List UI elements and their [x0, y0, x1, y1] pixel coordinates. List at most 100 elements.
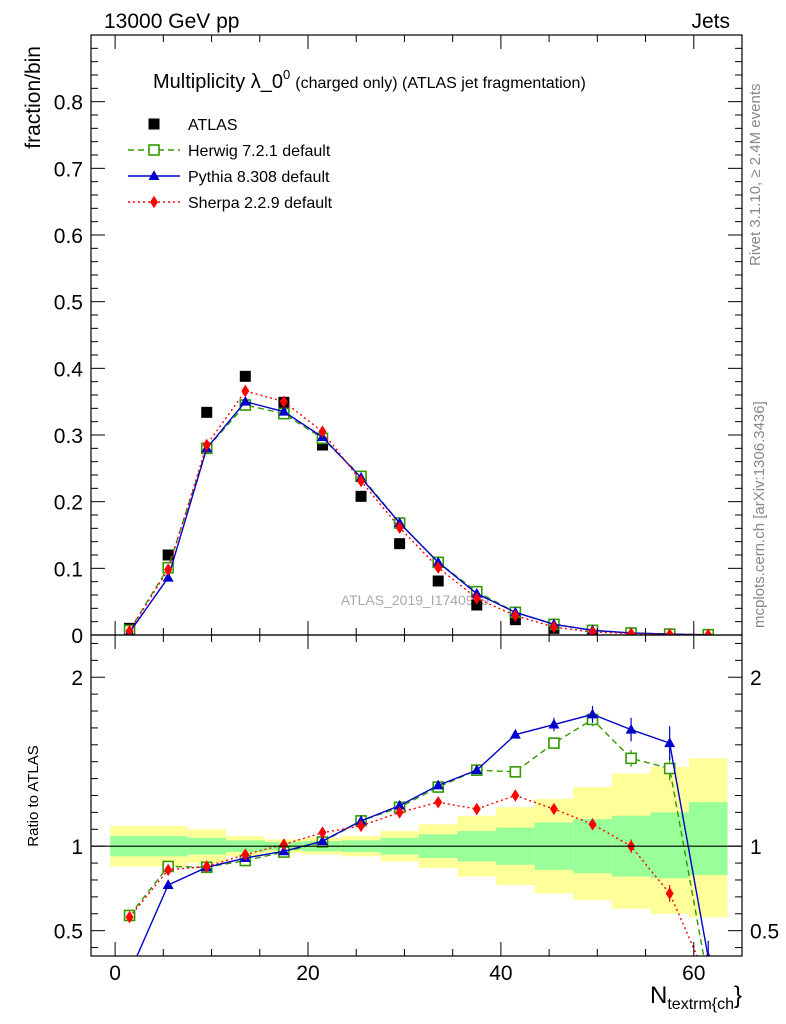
main-point-pythia	[162, 571, 174, 582]
main-point-sherpa	[588, 625, 597, 635]
ratio-point-pythia	[471, 764, 483, 775]
x-tick-label: 0	[109, 962, 121, 985]
main-point-pythia	[239, 395, 251, 406]
main-y-tick-label: 0.6	[54, 225, 83, 248]
ratio-point-sherpa	[549, 802, 558, 816]
main-point-sherpa	[665, 628, 674, 635]
main-y-tick-label: 0.8	[54, 92, 83, 115]
main-point-sherpa	[318, 425, 327, 438]
x-axis-label-main: N	[650, 982, 667, 1009]
x-tick-label: 60	[682, 962, 705, 985]
main-point-sherpa	[241, 384, 250, 398]
main-point-sherpa	[125, 624, 134, 635]
x-axis-label-close: }	[734, 982, 742, 1009]
ratio-inner-band-bin	[688, 802, 728, 875]
ratio-point-pythia	[316, 835, 328, 846]
ratio-line-pythia	[136, 713, 709, 956]
ratio-line-herwig	[129, 718, 705, 956]
main-y-tick-label: 0	[71, 625, 83, 648]
main-y-axis-label: fraction/bin	[22, 46, 45, 149]
legend-label-sherpa: Sherpa 2.2.9 default	[188, 195, 333, 212]
ratio-point-sherpa	[164, 863, 173, 877]
ratio-point-pythia	[705, 951, 711, 956]
x-axis-label-sub: textrm{ch	[667, 996, 734, 1013]
main-point-sherpa	[164, 563, 173, 576]
ratio-point-sherpa	[665, 887, 674, 900]
ratio-point-sherpa	[511, 789, 520, 802]
ratio-uncertainty-bands	[110, 758, 728, 918]
main-point-sherpa	[472, 592, 481, 605]
legend-label-atlas: ATLAS	[188, 117, 238, 134]
ratio-y-tick-label-right: 1	[750, 836, 762, 859]
header-left-label: 13000 GeV pp	[104, 10, 239, 33]
main-point-sherpa	[434, 561, 443, 574]
ratio-point-sherpa	[357, 819, 366, 833]
ratio-point-sherpa	[202, 860, 211, 873]
ratio-line-sherpa	[129, 794, 698, 956]
main-point-atlas	[239, 370, 251, 382]
legend: ATLAS Herwig 7.2.1 default Pythia 8.308 de…	[128, 117, 333, 212]
ratio-point-pythia	[587, 708, 599, 719]
legend-marker-herwig	[148, 144, 160, 156]
main-point-sherpa	[627, 627, 636, 635]
title-superscript-text: 0	[283, 67, 290, 82]
ratio-inner-band-bin	[650, 812, 689, 879]
ratio-point-herwig	[509, 766, 522, 778]
ratio-point-pythia	[124, 967, 135, 977]
main-point-atlas	[316, 439, 328, 451]
main-point-sherpa	[279, 395, 288, 408]
main-point-atlas	[162, 549, 174, 561]
ratio-y-tick-label-right: 2	[750, 667, 762, 690]
ratio-y-tick-label-left: 0.5	[54, 921, 83, 944]
main-plot-title: Multiplicity λ_00 (charged only) (ATLAS j…	[153, 67, 586, 93]
rivet-version-label: Rivet 3.1.10, ≥ 2.4M events	[747, 84, 764, 267]
title-main-text: Multiplicity λ_0	[153, 71, 283, 93]
main-y-tick-label: 0.7	[54, 158, 83, 181]
legend-marker-pythia	[148, 170, 160, 180]
ratio-point-sherpa	[395, 806, 404, 819]
x-axis-label: Ntextrm{ch}	[650, 982, 742, 1013]
main-data-series	[123, 370, 715, 635]
header-right-label: Jets	[691, 10, 730, 33]
legend-label-pythia: Pythia 8.308 default	[188, 169, 330, 186]
ratio-point-sherpa	[588, 817, 597, 831]
main-point-sherpa	[549, 620, 558, 634]
ratio-point-pythia	[664, 737, 676, 748]
ratio-point-pythia	[394, 799, 406, 810]
main-y-tick-label: 0.4	[54, 358, 84, 381]
main-line-sherpa	[128, 390, 709, 635]
x-tick-label: 20	[296, 962, 319, 985]
main-point-sherpa	[357, 474, 366, 488]
ratio-point-sherpa	[472, 802, 481, 816]
ratio-y-tick-label-left: 2	[71, 667, 83, 690]
legend-label-herwig: Herwig 7.2.1 default	[188, 143, 331, 160]
ratio-y-tick-label-left: 1	[71, 836, 83, 859]
ratio-y-tick-label-right: 0.5	[750, 921, 779, 944]
ratio-point-pythia	[625, 723, 637, 734]
ratio-point-pythia	[162, 879, 174, 890]
main-point-atlas	[432, 575, 444, 587]
legend-marker-sherpa	[150, 195, 158, 209]
ratio-point-sherpa	[434, 796, 443, 809]
main-point-sherpa	[202, 438, 211, 452]
legend-marker-atlas	[148, 118, 160, 130]
ratio-point-pythia	[432, 779, 444, 790]
ratio-data-series	[123, 705, 711, 977]
ratio-point-sherpa	[318, 826, 327, 839]
ratio-point-pythia	[548, 718, 560, 729]
title-sub-text: (charged only) (ATLAS jet fragmentation)	[295, 75, 586, 92]
ratio-point-sherpa	[241, 848, 250, 861]
analysis-watermark: ATLAS_2019_I1740909	[341, 592, 490, 608]
main-y-tick-label: 0.5	[54, 292, 83, 315]
main-y-tick-label: 0.3	[54, 425, 83, 448]
main-point-sherpa	[511, 609, 520, 622]
main-point-atlas	[471, 599, 483, 611]
main-point-sherpa	[395, 521, 404, 534]
main-y-tick-label: 0.2	[54, 492, 83, 515]
ratio-point-pythia	[509, 728, 521, 739]
main-point-pythia	[278, 405, 290, 416]
main-point-sherpa	[704, 628, 713, 635]
ratio-point-sherpa	[279, 838, 288, 851]
main-point-atlas	[355, 490, 367, 502]
